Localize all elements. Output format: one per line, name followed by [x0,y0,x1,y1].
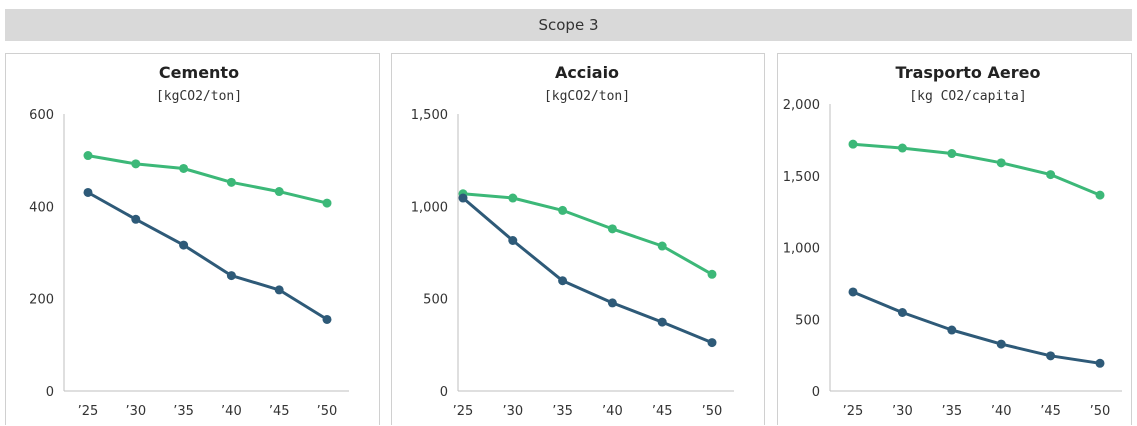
data-point [897,143,907,153]
data-point [558,205,568,215]
x-tick-label: ’40 [221,404,242,419]
chart-acciaio: Acciaio [kgCO2/ton] 0 500 1,000 1,500 ’25 ’30… [411,63,734,419]
chart-unit: [kgCO2/ton] [156,89,242,104]
x-tick-label: ’25 [843,404,864,419]
chart-title: Cemento [159,63,239,82]
data-point [1095,358,1105,368]
x-tick-label: ’40 [991,404,1012,419]
data-point [996,158,1006,168]
x-tick-label: ’45 [1040,404,1061,419]
x-tick-label: ’30 [125,404,146,419]
chart-trasporto-aereo: Trasporto Aereo [kg CO2/capita] 0 500 1,00… [783,63,1122,419]
data-point [131,159,141,169]
data-point [607,224,617,234]
x-tick-label: ’35 [552,404,573,419]
data-point [848,287,858,297]
data-point [508,193,518,203]
data-point [179,163,189,173]
data-point [1046,170,1056,180]
y-tick-label: 0 [46,385,54,400]
y-tick-label: 400 [29,200,54,215]
y-tick-label: 0 [812,385,820,400]
data-point [508,235,518,245]
data-point [1046,351,1056,361]
x-tick-label: ’40 [602,404,623,419]
series-line-1 [852,142,1101,197]
y-tick-label: 1,500 [411,108,448,123]
x-tick-label: ’50 [317,404,338,419]
data-point [558,276,568,286]
x-tick-label: ’45 [269,404,290,419]
data-point [274,187,284,197]
data-point [274,285,284,295]
x-tick-label: ’30 [892,404,913,419]
data-point [322,198,332,208]
chart-panel-trasporto-aereo: Trasporto Aereo [kg CO2/capita] 0 500 1,00… [777,53,1132,425]
x-tick-label: ’45 [652,404,673,419]
chart-panel-acciaio: Acciaio [kgCO2/ton] 0 500 1,000 1,500 ’25 ’30… [391,53,765,425]
data-point [947,325,957,335]
data-point [657,241,667,251]
y-tick-label: 2,000 [783,98,820,113]
x-tick-label: ’30 [502,404,523,419]
series-line-2 [87,191,328,321]
data-point [947,149,957,159]
y-tick-label: 500 [795,313,820,328]
data-point [83,187,93,197]
y-tick-label: 1,000 [783,242,820,257]
data-point [707,269,717,279]
data-point [458,193,468,203]
data-point [607,298,617,308]
data-point [83,151,93,161]
chart-unit: [kgCO2/ton] [544,89,630,104]
x-tick-label: ’35 [941,404,962,419]
y-tick-label: 600 [29,108,54,123]
section-title: Scope 3 [538,16,599,34]
y-tick-label: 0 [440,385,448,400]
data-point [226,271,236,281]
series-line-1 [87,154,328,205]
y-tick-label: 500 [423,293,448,308]
data-point [996,339,1006,349]
x-tick-label: ’25 [453,404,474,419]
section-header: Scope 3 [5,9,1132,41]
y-tick-label: 200 [29,293,54,308]
x-tick-label: ’50 [1090,404,1111,419]
series-line-1 [462,192,713,276]
data-point [322,314,332,324]
data-point [179,240,189,250]
x-tick-label: ’50 [702,404,723,419]
chart-title: Acciaio [555,63,619,82]
data-point [226,177,236,187]
chart-unit: [kg CO2/capita] [909,89,1026,104]
data-point [848,139,858,149]
y-tick-label: 1,500 [783,170,820,185]
x-tick-label: ’35 [173,404,194,419]
y-tick-label: 1,000 [411,200,448,215]
chart-panel-cemento: Cemento [kgCO2/ton] 0 200 400 600 ’25 ’30 ’35 ’… [5,53,380,425]
series-line-2 [852,290,1101,365]
chart-title: Trasporto Aereo [896,63,1041,82]
data-point [131,214,141,224]
data-point [1095,190,1105,200]
data-point [707,338,717,348]
data-point [897,308,907,318]
x-tick-label: ’25 [78,404,99,419]
series-line-2 [462,196,713,344]
data-point [657,317,667,327]
chart-cemento: Cemento [kgCO2/ton] 0 200 400 600 ’25 ’30 ’35 ’… [29,63,349,419]
